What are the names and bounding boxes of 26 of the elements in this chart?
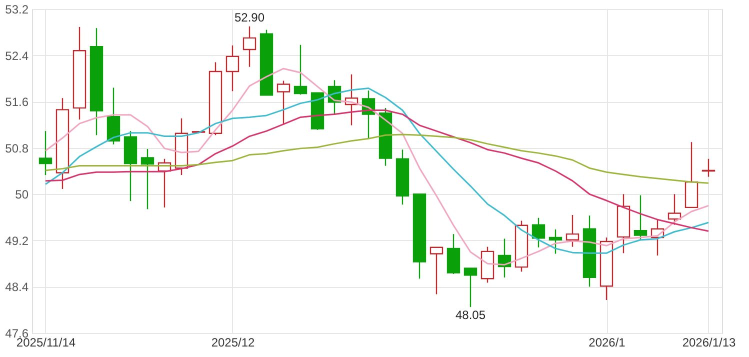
candlestick (668, 194, 682, 226)
y-tick-label: 51.6 (5, 95, 29, 110)
candlestick (226, 44, 240, 92)
candlestick (430, 246, 444, 295)
candlestick (276, 80, 290, 124)
candlestick (548, 228, 562, 254)
candlestick (294, 44, 308, 96)
candlestick (242, 26, 256, 68)
y-tick-label: 49.2 (5, 234, 29, 248)
candlestick (38, 130, 52, 176)
line-series (44, 134, 710, 184)
y-tick-label: 50 (15, 188, 29, 202)
x-tick-label: 2026/1/13 (682, 336, 736, 350)
candlestick (634, 194, 648, 242)
candlestick (140, 148, 154, 210)
candlestick (566, 214, 580, 248)
y-tick-label: 52.4 (5, 48, 29, 63)
annotation: 52.90 (234, 10, 265, 24)
y-tick-label: 53.2 (5, 2, 29, 16)
annotation: 48.05 (455, 308, 486, 322)
y-tick-label: 48.4 (5, 280, 29, 294)
candlestick (532, 217, 546, 248)
x-tick-label: 2026/1 (588, 336, 626, 350)
candlestick (464, 268, 478, 308)
x-tick-label: 2025/12 (211, 336, 256, 350)
y-tick-label: 50.8 (5, 141, 29, 156)
